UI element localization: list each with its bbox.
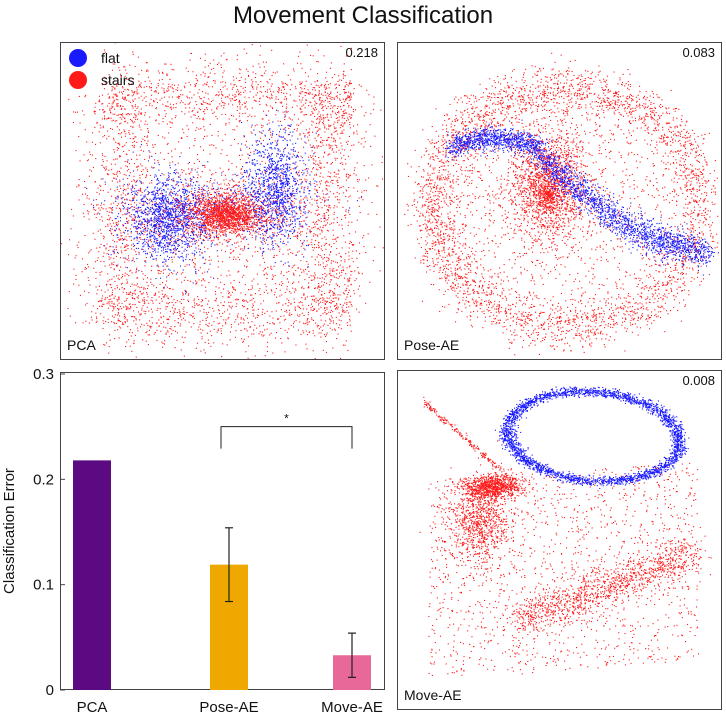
y-tick-label: 0.3 <box>33 366 54 383</box>
pose-ae-score: 0.083 <box>682 45 715 60</box>
error-bar-pose-ae <box>225 527 233 603</box>
pca-scatter <box>61 43 384 359</box>
y-tick-label: 0.1 <box>33 577 54 594</box>
significance-marker: * <box>284 412 289 426</box>
pose-ae-scatter-panel: 0.083 Pose-AE <box>397 42 722 360</box>
classification-error-bar-chart: 0 0.1 0.2 0.3 Classification Error PCA Pose-AE… <box>1 366 385 716</box>
move-ae-label: Move-AE <box>404 687 462 703</box>
legend-dot-flat <box>69 49 87 67</box>
significance-bracket <box>220 426 353 449</box>
pca-scatter-panel: flat stairs 0.218 PCA <box>60 42 385 360</box>
y-tick-label: 0 <box>46 682 54 699</box>
y-axis-label: Classification Error <box>1 468 18 594</box>
pca-stairs-core <box>181 189 272 247</box>
legend-item-flat: flat <box>69 47 134 69</box>
legend-dot-stairs <box>69 71 87 89</box>
pca-score: 0.218 <box>345 45 378 60</box>
x-tick-label: PCA <box>77 699 108 716</box>
move-ae-flat-points <box>494 386 690 489</box>
pose-ae-scatter <box>404 52 719 356</box>
move-ae-scatter-panel: 0.008 Move-AE <box>397 370 722 710</box>
legend-label-flat: flat <box>101 50 120 66</box>
pose-ae-stairs-points <box>404 52 719 356</box>
move-ae-stairs-points <box>419 440 712 676</box>
x-tick-label: Move-AE <box>321 699 383 716</box>
legend: flat stairs <box>69 47 134 91</box>
legend-label-stairs: stairs <box>101 72 134 88</box>
move-ae-score: 0.008 <box>682 373 715 388</box>
bar-pca <box>73 460 111 690</box>
pose-ae-label: Pose-AE <box>404 337 459 353</box>
x-tick-label: Pose-AE <box>199 699 258 716</box>
pca-flat-points <box>86 109 363 295</box>
move-ae-stairs-trail <box>423 396 514 482</box>
legend-item-stairs: stairs <box>69 69 134 91</box>
error-bar-move-ae <box>348 632 356 678</box>
figure-title: Movement Classification <box>0 2 726 30</box>
move-ae-scatter <box>419 386 712 676</box>
pose-ae-flat-points <box>444 119 719 276</box>
pca-label: PCA <box>67 337 96 353</box>
y-tick-label: 0.2 <box>33 471 54 488</box>
